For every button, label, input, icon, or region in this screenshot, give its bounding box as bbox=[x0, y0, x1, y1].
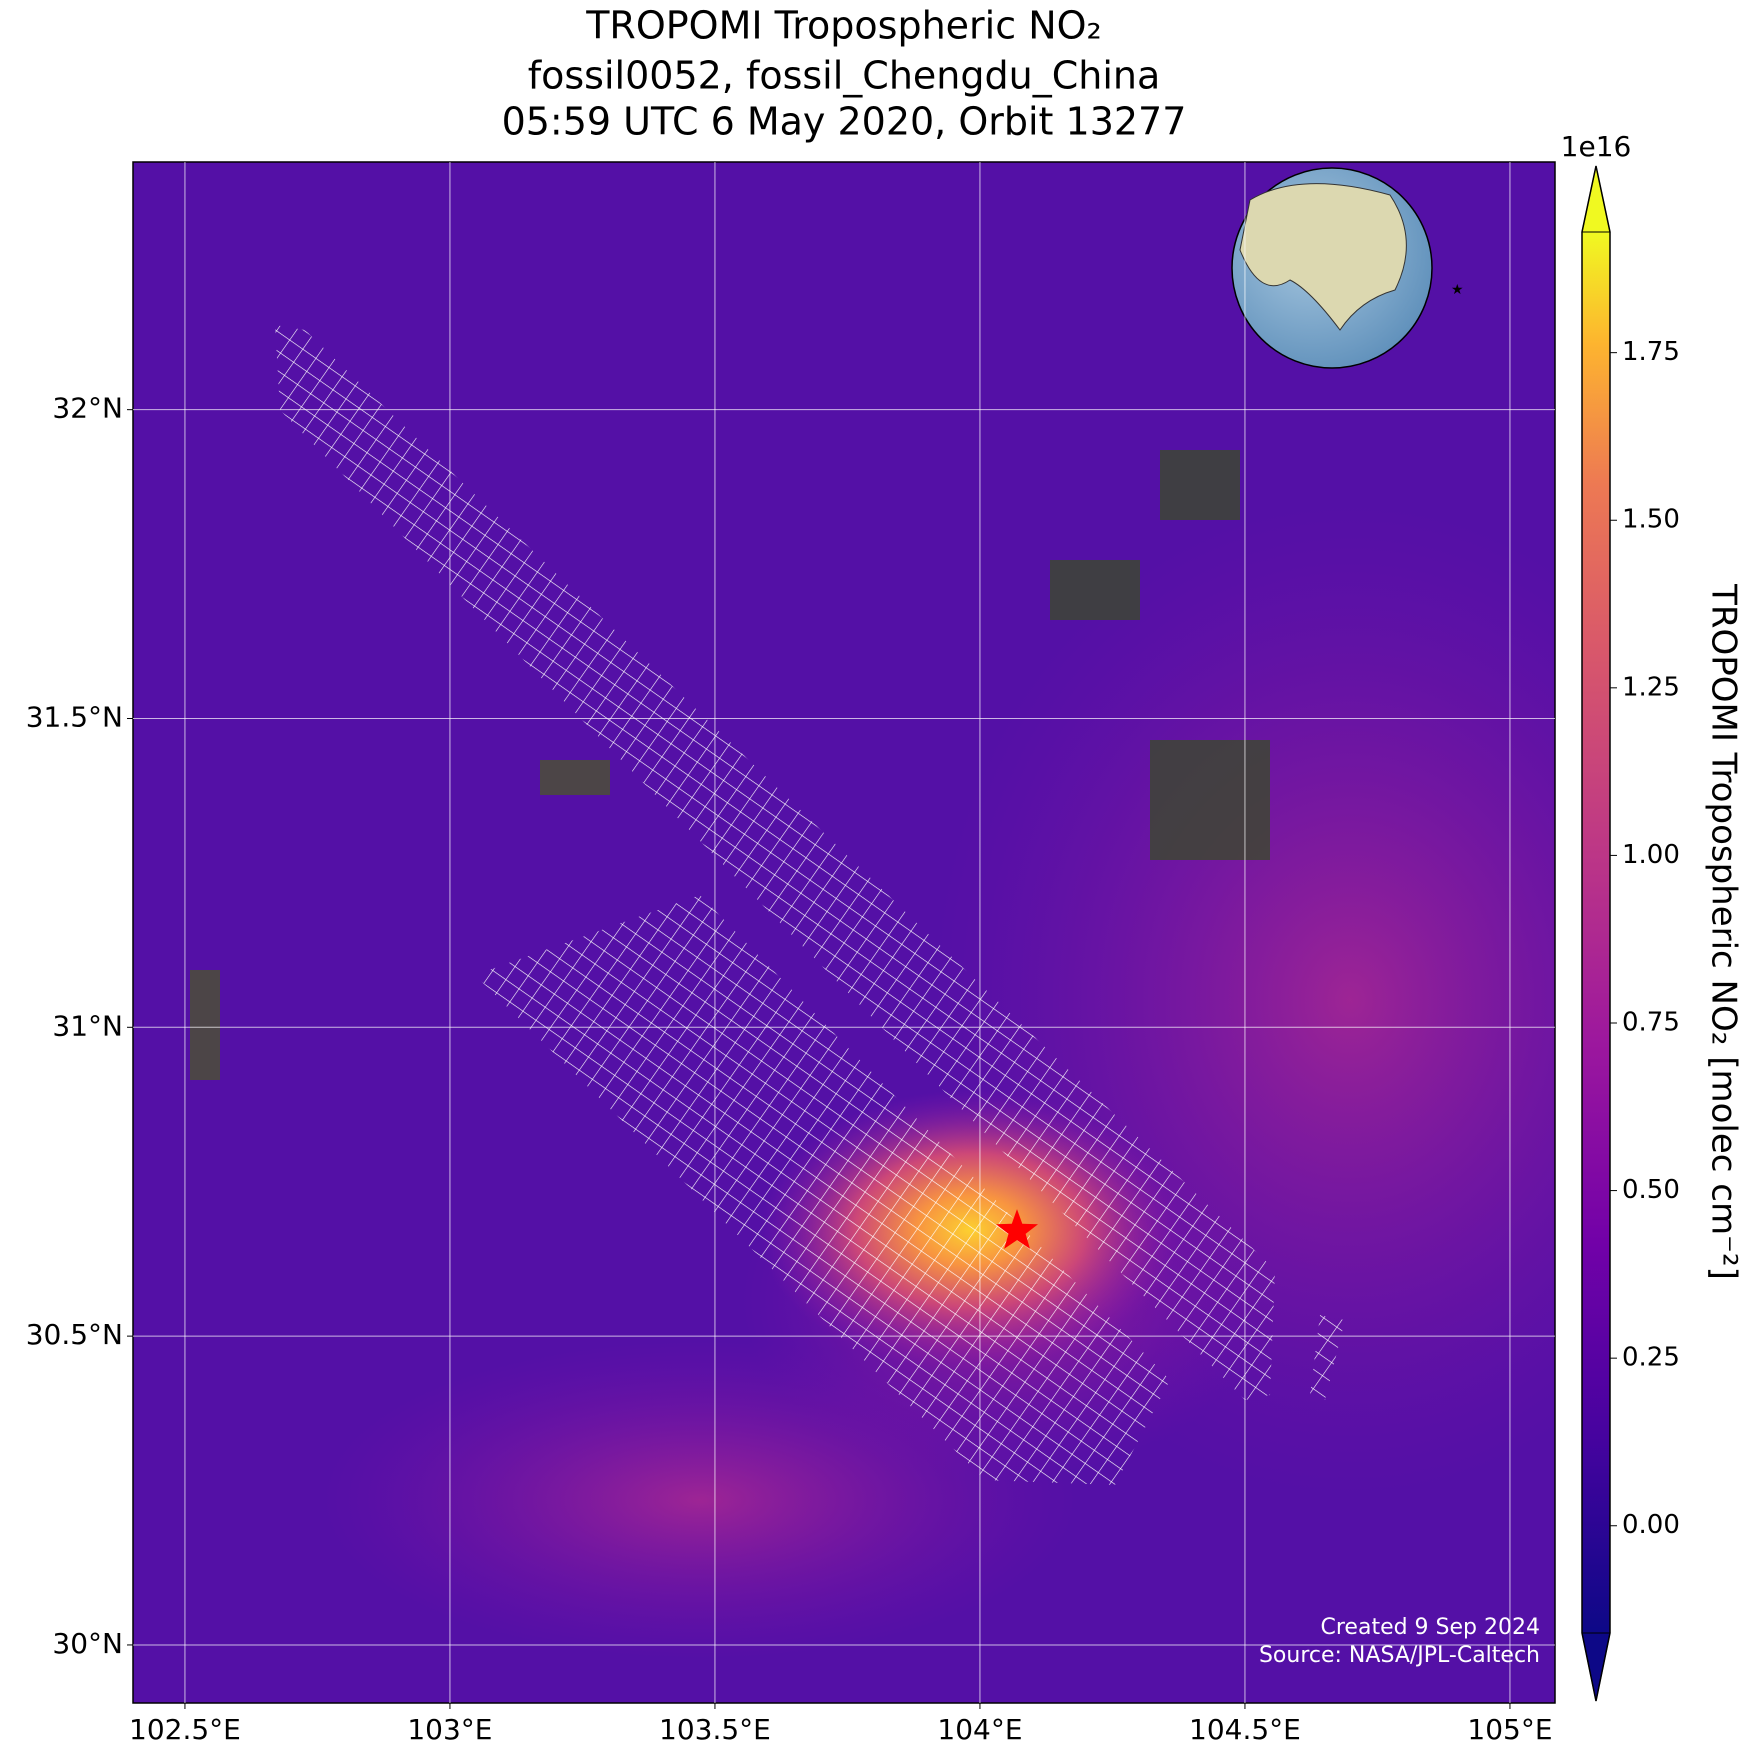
colorbar-tick-label: 1.25 bbox=[1622, 672, 1680, 702]
x-tick-label: 104.5°E bbox=[1189, 1713, 1301, 1746]
y-tick-label: 31.5°N bbox=[26, 700, 123, 733]
colorbar-extend-top bbox=[1581, 165, 1611, 233]
title-line: 05:59 UTC 6 May 2020, Orbit 13277 bbox=[502, 100, 1187, 144]
colorbar-tick-label: 1.50 bbox=[1622, 505, 1680, 535]
annotation: Source: NASA/JPL-Caltech bbox=[1259, 1643, 1540, 1668]
colorbar-tick-label: 0.00 bbox=[1622, 1510, 1680, 1540]
x-tick-label: 104°E bbox=[937, 1713, 1022, 1746]
x-tick-label: 103.5°E bbox=[659, 1713, 771, 1746]
y-tick-label: 31°N bbox=[52, 1009, 123, 1042]
y-tick-label: 32°N bbox=[52, 392, 123, 425]
colorbar-outline bbox=[1581, 165, 1611, 1702]
colorbar-tick-label: 1.75 bbox=[1622, 337, 1680, 367]
colorbar-tick-label: 0.75 bbox=[1622, 1007, 1680, 1037]
locator-globe: ★ bbox=[1231, 167, 1464, 369]
y-tick-label: 30.5°N bbox=[26, 1318, 123, 1351]
annotation: Created 9 Sep 2024 bbox=[1321, 1615, 1541, 1640]
x-tick-label: 103°E bbox=[407, 1713, 492, 1746]
title-line: TROPOMI Tropospheric NO₂ bbox=[585, 4, 1102, 48]
site-marker bbox=[996, 1209, 1038, 1249]
colorbar-label: TROPOMI Tropospheric NO₂ [molec cm⁻²] bbox=[1704, 583, 1744, 1280]
x-tick-label: 102.5°E bbox=[129, 1713, 241, 1746]
title-line: fossil0052, fossil_Chengdu_China bbox=[528, 54, 1161, 98]
colorbar-exponent: 1e16 bbox=[1561, 130, 1632, 163]
map-background bbox=[133, 162, 1555, 1703]
map-frame bbox=[132, 161, 1556, 1704]
x-tick-label: 105°E bbox=[1467, 1713, 1552, 1746]
colorbar-extend-bottom bbox=[1581, 1632, 1611, 1702]
y-tick-label: 30°N bbox=[52, 1627, 123, 1660]
colorbar-tick-label: 0.50 bbox=[1622, 1175, 1680, 1205]
svg-text:★: ★ bbox=[1451, 282, 1464, 298]
colorbar bbox=[1582, 232, 1610, 1633]
colorbar-tick-label: 0.25 bbox=[1622, 1343, 1680, 1373]
colorbar-tick-label: 1.00 bbox=[1622, 840, 1680, 870]
